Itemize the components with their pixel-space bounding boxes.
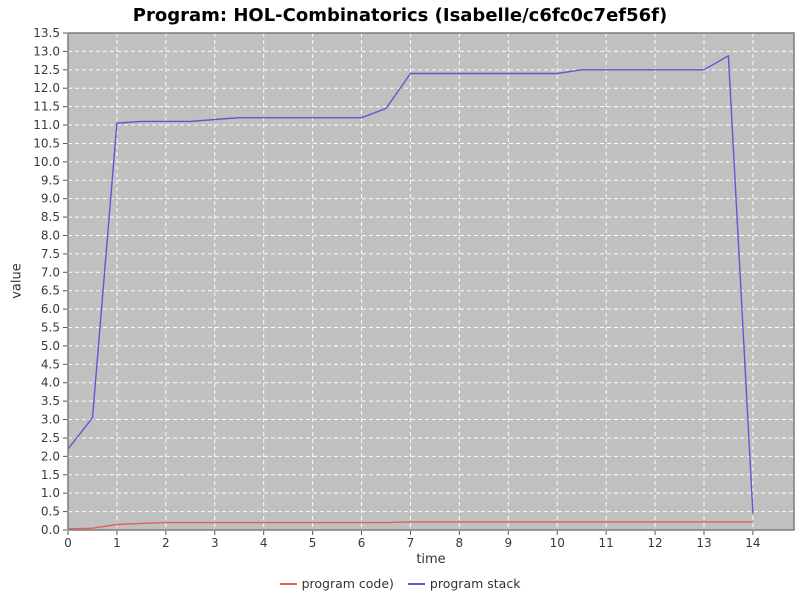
x-tick-label: 14 [745,536,760,550]
legend-swatch-program-code [279,582,297,585]
y-tick-label: 5.5 [41,321,60,335]
x-tick-label: 12 [647,536,662,550]
legend: program code) program stack [0,576,800,591]
y-tick-label: 0.5 [41,505,60,519]
x-axis: 0 1 2 3 4 5 6 7 8 9 10 11 12 13 14 [64,531,761,550]
x-tick-label: 13 [696,536,711,550]
y-tick-label: 2.0 [41,449,60,463]
legend-label-program-stack: program stack [429,576,521,591]
x-tick-label: 4 [260,536,268,550]
x-tick-label: 2 [162,536,170,550]
x-tick-label: 11 [598,536,613,550]
plot-border [67,32,795,531]
x-tick-label: 1 [113,536,121,550]
y-tick-label: 1.5 [41,468,60,482]
y-tick-label: 13.5 [33,26,60,40]
y-tick-label: 3.0 [41,413,60,427]
y-tick-label: 12.0 [33,81,60,95]
line-chart-plot: 0 1 2 3 4 5 6 7 8 9 10 11 12 13 140.00.51.01.52.02.53.… [33,26,795,550]
x-tick-label: 9 [504,536,512,550]
legend-swatch-program-stack [407,582,425,585]
y-tick-label: 12.5 [33,63,60,77]
y-tick-label: 6.5 [41,284,60,298]
x-tick-label: 7 [407,536,415,550]
legend-label-program-code: program code) [301,576,394,591]
x-tick-label: 5 [309,536,317,550]
y-tick-label: 8.0 [41,228,60,242]
x-tick-label: 10 [550,536,565,550]
y-tick-label: 2.5 [41,431,60,445]
y-tick-label: 9.5 [41,173,60,187]
y-axis: 0.0 0.5 1.0 1.5 2.0 2.5 3.0 3.5 4.0 4.5 5.0 5.5 6.0 6… [33,26,67,537]
y-tick-label: 5.0 [41,339,60,353]
y-tick-label: 10.5 [33,136,60,150]
y-tick-label: 9.0 [41,192,60,206]
y-tick-label: 3.5 [41,394,60,408]
x-axis-title: time [416,552,446,567]
y-tick-label: 13.0 [33,44,60,58]
y-tick-label: 6.0 [41,302,60,316]
y-tick-label: 11.0 [33,118,60,132]
legend-item-program-code: program code) [279,576,394,591]
y-tick-label: 10.0 [33,155,60,169]
x-tick-label: 0 [64,536,72,550]
y-tick-label: 1.0 [41,486,60,500]
series-line-program-code [67,521,753,530]
x-tick-label: 8 [456,536,464,550]
y-tick-label: 8.5 [41,210,60,224]
y-tick-label: 11.5 [33,100,60,114]
legend-item-program-stack: program stack [407,576,521,591]
y-tick-label: 4.5 [41,357,60,371]
y-axis-title: value [9,263,25,299]
y-tick-label: 0.0 [41,523,60,537]
y-tick-label: 7.5 [41,247,60,261]
series-line-program-stack [67,55,754,514]
x-tick-label: 3 [211,536,219,550]
plot-area [68,33,794,530]
y-tick-label: 7.0 [41,265,60,279]
y-tick-label: 4.0 [41,376,60,390]
chart-title: Program: HOL-Combinatorics (Isabelle/c6f… [132,5,668,26]
x-tick-label: 6 [358,536,366,550]
